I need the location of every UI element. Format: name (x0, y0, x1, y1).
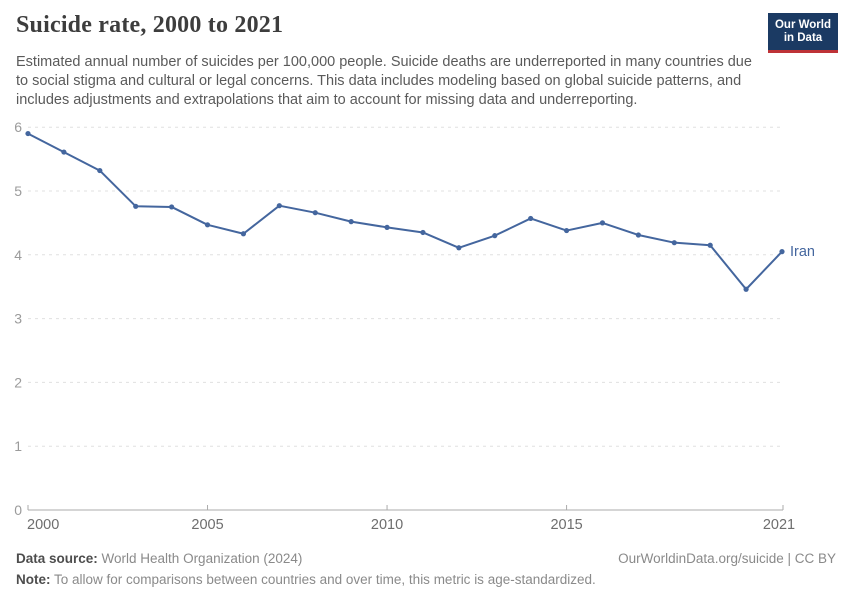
data-point-marker[interactable] (528, 215, 534, 222)
x-tick-label: 2010 (371, 517, 403, 533)
line-chart: 0 1 2 3 4 5 6 2000 2005 2010 2015 2021 Iran (0, 112, 850, 544)
data-source-line: Data source: World Health Organization (… (16, 548, 302, 569)
data-point-marker[interactable] (563, 227, 570, 234)
y-tick-label: 4 (14, 247, 22, 263)
owid-logo-line1: Our World (774, 19, 831, 31)
data-point-marker[interactable] (97, 167, 103, 174)
y-tick-label: 3 (14, 311, 22, 327)
data-point-marker[interactable] (240, 231, 247, 237)
data-point-marker[interactable] (635, 232, 641, 238)
chart-footer: Data source: World Health Organization (… (16, 548, 836, 590)
y-tick-label: 2 (14, 374, 22, 390)
footer-note: Note: To allow for comparisons between c… (16, 569, 836, 590)
x-tick-label: 2005 (191, 517, 223, 533)
owid-logo-line2: in Data (783, 32, 823, 44)
chart-canvas: 0 1 2 3 4 5 6 2000 2005 2010 2015 2021 Iran (14, 119, 815, 533)
data-point-marker[interactable] (276, 203, 282, 209)
data-point-marker[interactable] (743, 286, 749, 292)
x-tick-label: 2015 (550, 517, 582, 533)
data-point-marker[interactable] (779, 249, 785, 255)
chart-subtitle: Estimated annual number of suicides per … (16, 54, 752, 108)
y-tick-label: 1 (14, 438, 22, 454)
data-point-marker[interactable] (204, 222, 211, 228)
data-source-value: World Health Organization (2024) (97, 551, 303, 566)
series-label[interactable]: Iran (790, 244, 815, 260)
data-point-marker[interactable] (25, 130, 31, 137)
x-tick-label: 2021 (763, 517, 795, 533)
data-source-label: Data source: (16, 551, 98, 566)
data-point-marker[interactable] (312, 210, 318, 216)
owid-logo[interactable]: Our World in Data (768, 13, 838, 53)
note-value: To allow for comparisons between countri… (50, 572, 596, 587)
data-point-marker[interactable] (456, 245, 462, 251)
attribution-link[interactable]: OurWorldinData.org/suicide | CC BY (618, 551, 836, 566)
data-point-marker[interactable] (61, 149, 67, 155)
data-point-marker[interactable] (348, 219, 354, 225)
data-point-marker[interactable] (384, 224, 390, 230)
data-point-marker[interactable] (599, 220, 606, 226)
x-tick-label: 2000 (27, 517, 59, 533)
y-tick-label: 0 (14, 502, 22, 518)
data-point-marker[interactable] (133, 203, 139, 209)
data-point-marker[interactable] (169, 204, 175, 210)
y-tick-label: 6 (14, 119, 22, 135)
y-tick-label: 5 (14, 183, 22, 199)
data-point-marker[interactable] (492, 233, 498, 239)
data-point-marker[interactable] (671, 240, 677, 246)
note-label: Note: (16, 572, 51, 587)
page-title: Suicide rate, 2000 to 2021 (16, 12, 284, 38)
trend-line[interactable] (27, 132, 783, 291)
data-point-marker[interactable] (420, 229, 426, 236)
data-point-marker[interactable] (707, 242, 713, 248)
